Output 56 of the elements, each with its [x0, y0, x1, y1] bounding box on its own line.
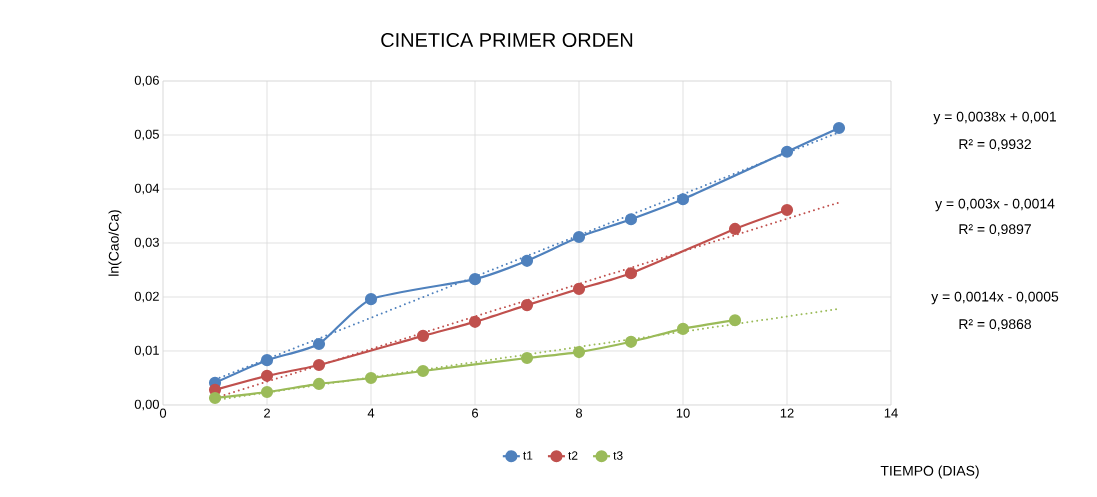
point — [260, 385, 274, 399]
point — [780, 145, 794, 158]
y-tick-label: 0,03 — [134, 237, 159, 249]
legend-label: t3 — [613, 451, 623, 460]
point — [260, 369, 274, 382]
x-tick-label: 0 — [159, 408, 167, 418]
point — [676, 322, 690, 335]
point — [208, 391, 222, 405]
y-tick-label: 0,02 — [134, 291, 159, 303]
point — [832, 121, 846, 135]
point — [728, 314, 742, 327]
point — [468, 273, 482, 286]
x-tick-label: 2 — [264, 408, 270, 418]
x-tick-label: 6 — [472, 408, 479, 418]
y-tick-label: 0,04 — [134, 183, 160, 195]
point — [312, 358, 326, 372]
x-tick-label: 10 — [676, 408, 690, 418]
point — [416, 329, 430, 342]
point — [624, 335, 638, 348]
text: y = 0,0014x - 0,0005 — [931, 291, 1059, 305]
text: y = 0,003x - 0,0014 — [935, 198, 1055, 212]
point — [416, 364, 430, 378]
point — [520, 351, 534, 365]
point — [260, 354, 274, 367]
legend-label: t1 — [523, 451, 533, 460]
text: y = 0,0038x + 0,001 — [933, 111, 1056, 125]
point — [364, 293, 378, 306]
y-tick-label: 0,05 — [134, 129, 159, 141]
x-tick-label: 12 — [780, 408, 794, 418]
point — [676, 193, 690, 206]
point — [520, 254, 534, 267]
point — [624, 267, 638, 280]
point — [624, 213, 638, 226]
y-tick-label: 0,00 — [134, 399, 159, 411]
point — [468, 315, 482, 328]
point — [520, 299, 534, 312]
y-tick-label: 0,06 — [134, 75, 159, 87]
text: R² = 0,9897 — [959, 224, 1031, 236]
y-axis-title: ln(Cao/Ca) — [108, 210, 122, 276]
x-tick-label: 14 — [884, 408, 898, 418]
point — [364, 371, 378, 385]
point — [312, 337, 326, 351]
point — [728, 222, 742, 236]
x-tick-label: 8 — [575, 408, 583, 418]
y-tick-label: 0,01 — [134, 345, 159, 357]
point — [572, 282, 586, 295]
x-tick-label: 4 — [367, 408, 375, 418]
point — [312, 377, 326, 391]
text: R² = 0,9932 — [959, 139, 1031, 151]
legend-label: t2 — [568, 451, 578, 460]
point — [780, 203, 794, 217]
point — [572, 230, 586, 244]
text: R² = 0,9868 — [959, 319, 1032, 331]
x-axis-title: TIEMPO (DIAS) — [880, 465, 979, 479]
point — [572, 345, 586, 359]
chart-title: CINETICA PRIMER ORDEN — [381, 32, 633, 48]
